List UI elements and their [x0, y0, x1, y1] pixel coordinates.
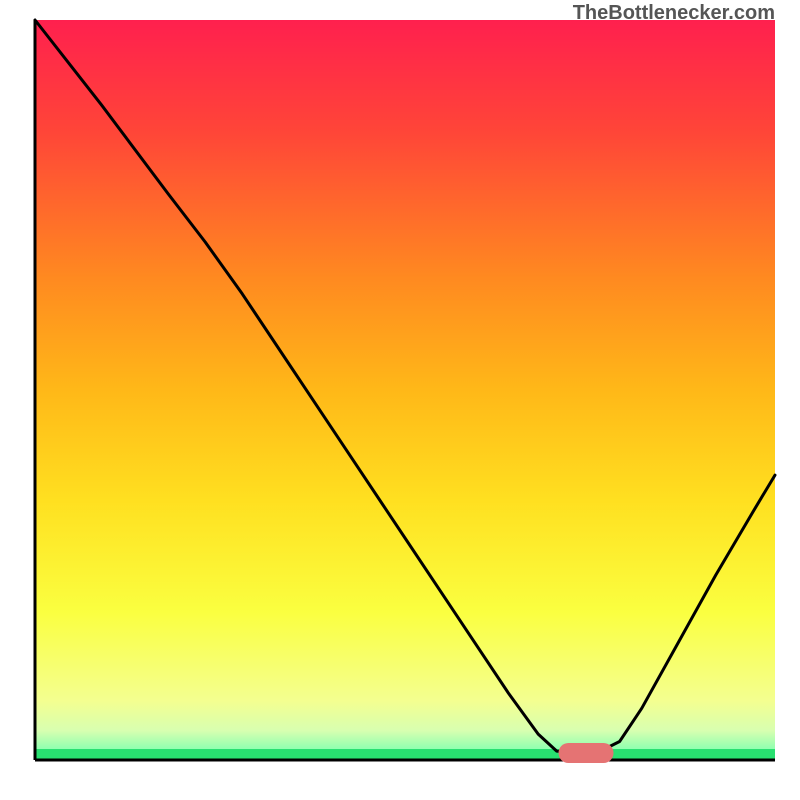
plot-area — [35, 20, 775, 760]
bottleneck-chart: TheBottlenecker.com — [0, 0, 800, 800]
optimal-marker — [559, 743, 614, 763]
gradient-background — [35, 20, 775, 760]
green-baseline-strip — [35, 749, 775, 760]
watermark-text: TheBottlenecker.com — [573, 2, 775, 25]
